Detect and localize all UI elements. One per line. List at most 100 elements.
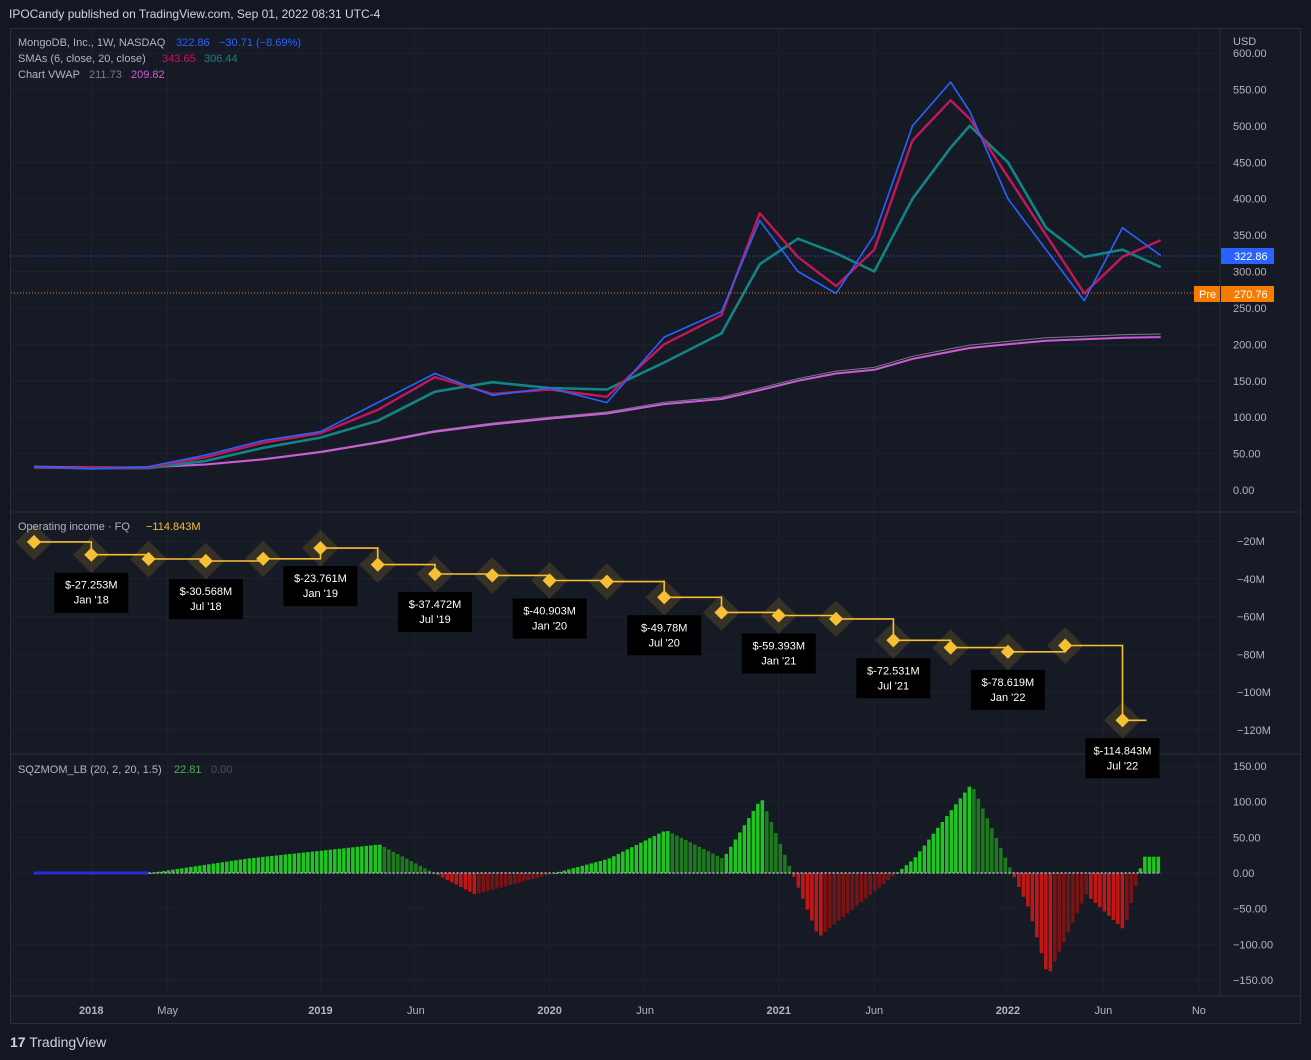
sqz-bar — [652, 836, 657, 873]
sqz-bar — [769, 822, 774, 873]
sqz-bar — [459, 873, 463, 887]
time-tick-label: 2020 — [537, 1005, 561, 1017]
op-label-box — [856, 658, 931, 699]
sqz-tick-label: −150.00 — [1233, 975, 1273, 987]
sqz-bar — [747, 818, 751, 873]
sqz-bar — [396, 854, 400, 873]
sqz-bar — [787, 865, 792, 873]
sqz-bar — [670, 833, 675, 873]
op-marker — [542, 573, 557, 588]
sqz-bar — [310, 851, 315, 873]
sqz-legend-value-2: 0.00 — [211, 764, 232, 776]
op-marker — [370, 557, 385, 572]
sqz-bar — [468, 873, 472, 892]
pre-label-bg — [1194, 286, 1220, 302]
sqz-bar — [823, 873, 828, 932]
sqz-bar — [990, 828, 994, 873]
sqz-bar — [342, 848, 346, 873]
sqz-bar — [553, 873, 558, 874]
sqz-bar — [540, 873, 544, 877]
sqz-tick-label: 100.00 — [1233, 797, 1267, 809]
sqz-bar — [405, 858, 409, 873]
sqz-bar — [985, 818, 990, 873]
sqz-bar — [445, 873, 450, 880]
time-tick-label: No — [1192, 1005, 1206, 1017]
op-marker — [198, 553, 213, 569]
price-tick-label: 350.00 — [1233, 230, 1267, 242]
sqz-tick-label: −100.00 — [1233, 939, 1273, 951]
time-tick-label: May — [157, 1005, 178, 1017]
sqz-bar — [504, 873, 508, 887]
sqz-bar — [283, 854, 288, 873]
sqz-bar — [175, 869, 180, 873]
sqz-bar — [477, 873, 481, 894]
sqz-bar — [351, 847, 355, 873]
sqz-bar — [850, 873, 855, 910]
price-tick-label: 0.00 — [1233, 485, 1254, 497]
sqz-bar — [792, 873, 796, 877]
sqz-bar — [796, 873, 801, 888]
sqz-bar — [337, 848, 342, 873]
sqz-bar — [166, 870, 171, 873]
sqz-bar — [711, 853, 715, 873]
sqz-bar — [400, 856, 405, 873]
sqz-bar — [760, 800, 765, 873]
sqz-bar — [949, 810, 954, 873]
sqz-bar — [229, 860, 234, 873]
sqz-bar — [607, 858, 612, 873]
sqz-bar — [751, 811, 756, 873]
sqz-bar — [1008, 867, 1012, 873]
sqz-bar — [508, 873, 513, 885]
sqz-bar — [972, 788, 976, 873]
sqz-bar — [414, 863, 418, 873]
sqz-bar — [688, 842, 693, 873]
sqz-bar — [423, 868, 427, 873]
legend-sma6-value: 343.65 — [162, 53, 196, 65]
op-label-period: Jul '20 — [648, 637, 679, 649]
sqz-bar — [589, 863, 594, 873]
sqz-bar — [729, 846, 733, 873]
legend-last-price: 322.86 — [176, 37, 210, 49]
op-label-period: Jan '22 — [990, 692, 1025, 704]
sqz-bar — [436, 873, 441, 876]
sqz-bar — [1138, 868, 1143, 873]
sqz-bar — [603, 859, 607, 873]
sma6-line — [33, 99, 1162, 470]
sqz-bar — [288, 854, 292, 873]
sqz-bar — [364, 845, 369, 873]
sqz-bar — [184, 867, 189, 873]
legend-vwap-value-1: 211.73 — [89, 69, 122, 81]
sqz-tick-label: 50.00 — [1233, 832, 1261, 844]
legend-symbol[interactable]: MongoDB, Inc., 1W, NASDAQ — [18, 37, 166, 49]
sqz-bar — [526, 873, 531, 881]
sqz-bar — [441, 873, 445, 878]
op-marker — [828, 611, 844, 626]
op-tick-label: −40M — [1237, 574, 1265, 586]
sqz-bar — [715, 855, 720, 873]
sqz-bar — [225, 861, 229, 873]
legend-vwap-label[interactable]: Chart VWAP — [18, 69, 80, 81]
price-tick-label: 600.00 — [1233, 48, 1267, 60]
sqz-bar — [1084, 873, 1089, 895]
sqz-legend-label[interactable]: SQZMOM_LB (20, 2, 20, 1.5) — [18, 764, 162, 776]
sqz-bar — [297, 853, 301, 873]
op-label-period: Jan '20 — [532, 621, 567, 633]
sqz-bar — [994, 838, 999, 873]
tradingview-logo[interactable]: 17 TradingView — [10, 1034, 106, 1050]
sqz-bar — [486, 873, 490, 891]
sqz-bar — [873, 873, 877, 892]
op-legend-label[interactable]: Operating income · FQ — [18, 521, 130, 533]
legend-sma-label[interactable]: SMAs (6, close, 20, close) — [18, 53, 146, 65]
op-marker — [141, 551, 156, 567]
op-label-box — [741, 633, 816, 674]
op-label-value: $-59.393M — [752, 640, 805, 652]
sqz-bar — [868, 873, 873, 895]
legend-vwap-value-2: 209.82 — [131, 69, 165, 81]
sqz-bar — [1093, 873, 1098, 903]
sqz-bar — [495, 873, 499, 889]
legend-change: −30.71 (−8.69%) — [219, 37, 301, 49]
sqz-tick-label: −50.00 — [1233, 904, 1267, 916]
op-label-value: $-37.472M — [409, 599, 462, 611]
sqz-bar — [1143, 856, 1147, 873]
